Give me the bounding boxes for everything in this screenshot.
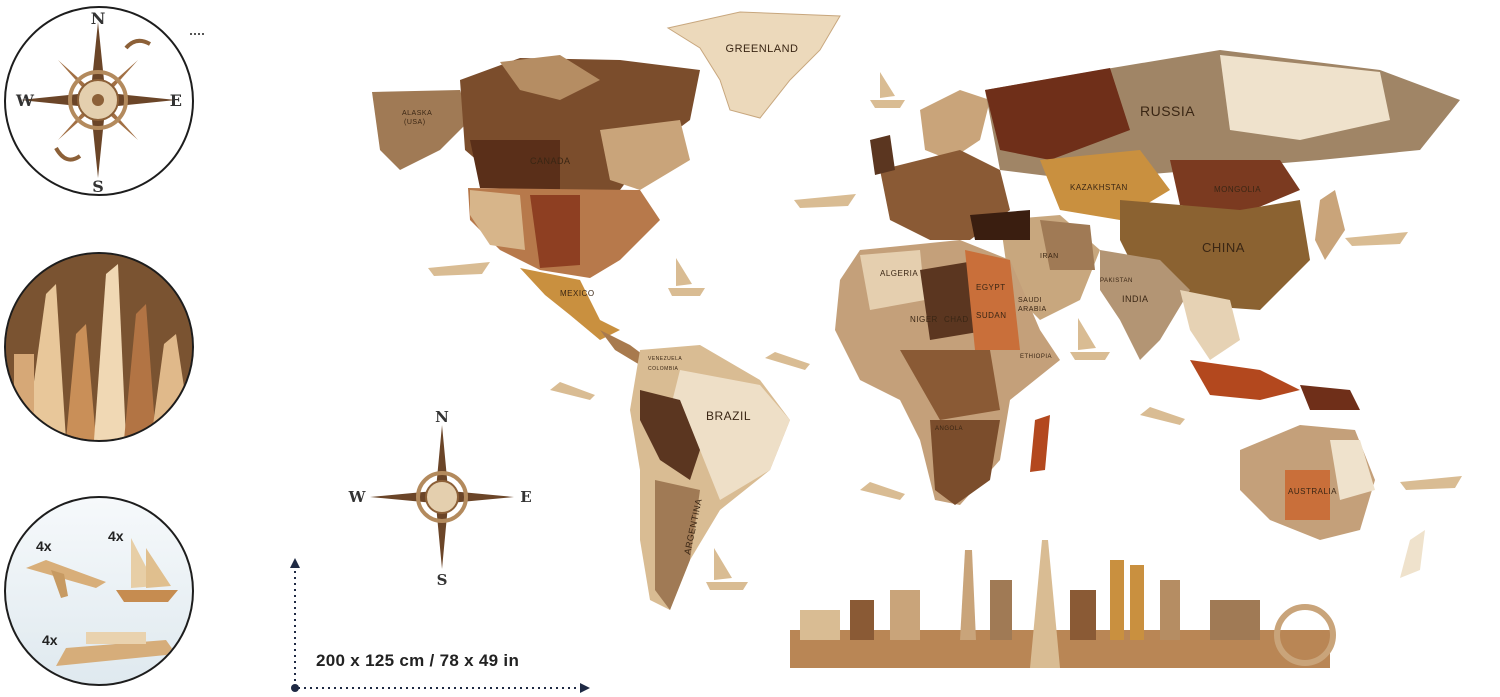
map-compass-north: N: [435, 408, 449, 426]
scandinavia-shape: [920, 90, 990, 160]
compass-north: N: [91, 9, 106, 28]
label-russia: RUSSIA: [1140, 103, 1195, 119]
label-brazil: BRAZIL: [706, 409, 751, 423]
cruise-icon: [1345, 232, 1408, 246]
label-alaska: ALASKA: [402, 110, 432, 117]
label-china: CHINA: [1202, 240, 1245, 255]
png-shape: [1300, 385, 1360, 410]
cruise-count: 4x: [42, 632, 58, 648]
label-chad: CHAD: [944, 315, 969, 324]
map-compass-east: E: [520, 488, 531, 506]
ship-icon: [706, 548, 748, 590]
map-compass-icon: [370, 425, 514, 569]
mongolia-shape: [1170, 160, 1300, 215]
compass-east: E: [170, 91, 182, 110]
label-algeria: ALGERIA: [880, 269, 918, 278]
plane-icon: [1140, 407, 1185, 425]
origin-dot: [291, 684, 299, 692]
greenland-shape: [666, 11, 841, 119]
new-zealand-shape: [1400, 530, 1425, 578]
label-arabia: ARABIA: [1018, 306, 1047, 313]
canada-center-shape: [470, 140, 560, 190]
cruise-icon: [428, 262, 490, 276]
indonesia-shape: [1190, 360, 1300, 400]
australia-east-shape: [1330, 440, 1375, 500]
ship-icon: [1070, 318, 1110, 360]
plane-icon: [765, 352, 810, 370]
plane-icon: [860, 482, 905, 500]
label-greenland: GREENLAND: [726, 43, 799, 55]
label-sudan: SUDAN: [976, 311, 1007, 320]
ship-icon: [870, 72, 905, 108]
map-compass-south: S: [437, 571, 448, 589]
turkey-shape: [970, 210, 1030, 240]
label-venezuela: VENEZUELA: [648, 356, 682, 362]
anchor-icon: [54, 146, 82, 162]
egypt-sudan-shape: [965, 250, 1020, 350]
label-ethiopia: ETHIOPIA: [1020, 354, 1052, 360]
uk-shape: [870, 135, 895, 175]
southeast-asia-shape: [1180, 290, 1240, 360]
cruise-icon: [1400, 476, 1462, 490]
label-niger: NIGER: [910, 315, 938, 324]
label-colombia: COLOMBIA: [648, 366, 679, 372]
central-america-shape: [600, 330, 650, 365]
label-iran: IRAN: [1040, 253, 1059, 260]
argentina-shape: [655, 480, 700, 610]
callout-line: [190, 33, 204, 35]
planes-count: 4x: [36, 538, 52, 554]
usa-west-shape: [470, 190, 525, 250]
russia-east-shape: [1220, 55, 1390, 140]
skyline-detail-circle: [4, 252, 194, 442]
label-egypt: EGYPT: [976, 283, 1006, 292]
algeria-shape: [860, 250, 925, 310]
usa-center-shape: [530, 195, 580, 268]
label-mexico: MEXICO: [560, 289, 595, 298]
russia-west-shape: [985, 68, 1130, 160]
ships-count: 4x: [108, 528, 124, 544]
bird-icon: [124, 38, 151, 50]
label-canada: CANADA: [530, 156, 571, 166]
arrow-up-icon: [290, 558, 300, 568]
compass-south: S: [92, 177, 104, 194]
arrow-right-icon: [580, 683, 590, 693]
canada-east-shape: [600, 120, 690, 190]
australia-center-shape: [1285, 470, 1330, 520]
plane-icon: [550, 382, 595, 400]
india-shape: [1100, 250, 1190, 360]
airplane-icon: [26, 560, 106, 588]
canada-north-shape: [500, 55, 600, 100]
accessories-image: [26, 538, 178, 666]
madagascar-shape: [1030, 415, 1050, 472]
sailing-ship-icon: [116, 590, 178, 602]
iran-shape: [1040, 220, 1095, 270]
map-compass-west: W: [348, 488, 367, 506]
accessories-detail-circle: 4x 4x 4x: [4, 496, 194, 686]
central-africa-shape: [900, 350, 1000, 420]
compass-rose-icon: N S W E: [15, 9, 182, 194]
japan-shape: [1315, 190, 1345, 260]
dimensions-label: 200 x 125 cm / 78 x 49 in: [316, 651, 520, 670]
label-alaska-sub: (USA): [404, 119, 426, 126]
city-skyline: [790, 540, 1336, 668]
alaska-shape: [372, 90, 470, 170]
label-australia: AUSTRALIA: [1288, 487, 1337, 496]
label-pakistan: PAKISTAN: [1100, 278, 1133, 284]
peru-shape: [640, 390, 700, 480]
cruise-ship-icon: [56, 640, 176, 666]
label-angola: ANGOLA: [935, 426, 963, 432]
label-india: INDIA: [1122, 294, 1149, 304]
compass-detail-circle: N S W E: [4, 6, 194, 196]
label-kazakhstan: KAZAKHSTAN: [1070, 183, 1128, 192]
cruise-icon: [794, 194, 856, 208]
ship-icon: [668, 258, 705, 296]
compass-west: W: [15, 91, 35, 110]
southern-africa-shape: [930, 420, 1000, 505]
mexico-shape: [520, 268, 620, 340]
label-saudi: SAUDI: [1018, 297, 1042, 304]
label-mongolia: MONGOLIA: [1214, 185, 1261, 194]
brazil-shape: [670, 370, 790, 500]
